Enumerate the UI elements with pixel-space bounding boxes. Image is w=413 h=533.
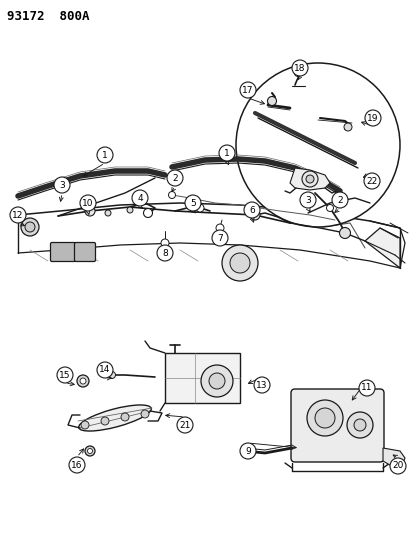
Circle shape xyxy=(249,210,259,220)
Circle shape xyxy=(25,222,35,232)
Circle shape xyxy=(346,412,372,438)
Circle shape xyxy=(221,245,257,281)
Text: 14: 14 xyxy=(99,366,110,375)
Text: 2: 2 xyxy=(172,174,177,182)
Circle shape xyxy=(85,446,95,456)
Circle shape xyxy=(127,207,133,213)
Circle shape xyxy=(87,448,92,454)
Circle shape xyxy=(314,408,334,428)
Text: 93172  800A: 93172 800A xyxy=(7,10,89,23)
Circle shape xyxy=(291,60,307,76)
Circle shape xyxy=(157,245,173,261)
Circle shape xyxy=(101,417,109,425)
Text: 22: 22 xyxy=(366,176,377,185)
Text: 1: 1 xyxy=(223,149,229,157)
Circle shape xyxy=(69,457,85,473)
Circle shape xyxy=(10,207,26,223)
Circle shape xyxy=(177,417,192,433)
Circle shape xyxy=(363,173,379,189)
Circle shape xyxy=(201,365,233,397)
Circle shape xyxy=(195,204,204,212)
Text: 11: 11 xyxy=(361,384,372,392)
Circle shape xyxy=(77,375,89,387)
Text: 6: 6 xyxy=(249,206,254,214)
Circle shape xyxy=(343,123,351,131)
Circle shape xyxy=(57,367,73,383)
Text: 3: 3 xyxy=(304,196,310,205)
Text: 15: 15 xyxy=(59,370,71,379)
Circle shape xyxy=(166,170,183,186)
Text: 4: 4 xyxy=(137,193,142,203)
Circle shape xyxy=(230,253,249,273)
Circle shape xyxy=(218,145,235,161)
Circle shape xyxy=(143,208,152,217)
Text: 8: 8 xyxy=(162,248,167,257)
Text: 21: 21 xyxy=(179,421,190,430)
Circle shape xyxy=(240,82,255,98)
Circle shape xyxy=(97,362,113,378)
FancyBboxPatch shape xyxy=(50,243,75,262)
Text: 7: 7 xyxy=(216,233,222,243)
Circle shape xyxy=(141,410,149,418)
Circle shape xyxy=(216,224,223,232)
Circle shape xyxy=(358,380,374,396)
Ellipse shape xyxy=(78,405,151,431)
Text: 5: 5 xyxy=(190,198,195,207)
Circle shape xyxy=(132,190,147,206)
FancyBboxPatch shape xyxy=(74,243,95,262)
Circle shape xyxy=(97,147,113,163)
Polygon shape xyxy=(289,168,329,190)
Circle shape xyxy=(353,419,365,431)
Circle shape xyxy=(331,192,347,208)
Circle shape xyxy=(364,110,380,126)
Text: 17: 17 xyxy=(242,85,253,94)
Circle shape xyxy=(21,218,39,236)
Circle shape xyxy=(305,175,313,183)
Text: 9: 9 xyxy=(244,447,250,456)
Circle shape xyxy=(267,96,276,106)
Circle shape xyxy=(301,171,317,187)
Circle shape xyxy=(326,205,333,212)
Circle shape xyxy=(299,192,315,208)
Polygon shape xyxy=(364,228,399,268)
Text: 1: 1 xyxy=(102,150,108,159)
Circle shape xyxy=(80,378,86,384)
Circle shape xyxy=(85,206,95,216)
Circle shape xyxy=(185,195,201,211)
Circle shape xyxy=(389,458,405,474)
Circle shape xyxy=(80,195,96,211)
Circle shape xyxy=(306,400,342,436)
Circle shape xyxy=(339,228,350,238)
FancyBboxPatch shape xyxy=(290,389,383,462)
Circle shape xyxy=(105,210,111,216)
Text: 18: 18 xyxy=(294,63,305,72)
Text: 20: 20 xyxy=(392,462,403,471)
Text: 12: 12 xyxy=(12,211,24,220)
Text: 3: 3 xyxy=(59,181,65,190)
Circle shape xyxy=(161,239,169,247)
Circle shape xyxy=(168,191,175,198)
Circle shape xyxy=(81,421,89,429)
Text: 13: 13 xyxy=(256,381,267,390)
Circle shape xyxy=(121,413,129,421)
Text: 2: 2 xyxy=(336,196,342,205)
Circle shape xyxy=(294,69,301,77)
Circle shape xyxy=(209,373,224,389)
Polygon shape xyxy=(382,448,404,468)
Text: 19: 19 xyxy=(366,114,378,123)
Circle shape xyxy=(243,202,259,218)
Text: 10: 10 xyxy=(82,198,93,207)
Circle shape xyxy=(108,372,115,378)
Circle shape xyxy=(240,443,255,459)
Circle shape xyxy=(235,63,399,227)
Bar xyxy=(165,353,240,403)
Text: 16: 16 xyxy=(71,461,83,470)
Circle shape xyxy=(254,377,269,393)
Circle shape xyxy=(54,177,70,193)
Circle shape xyxy=(211,230,228,246)
